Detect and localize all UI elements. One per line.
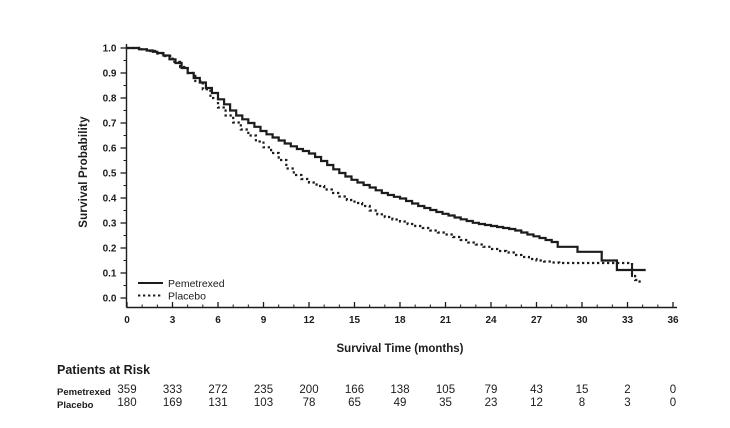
y-tick-label: 0.1 xyxy=(103,269,117,280)
risk-row-label-pemetrexed: Pemetrexed xyxy=(57,386,111,398)
risk-count: 105 xyxy=(435,384,456,396)
risk-count: 166 xyxy=(344,384,365,396)
x-tick-label: 18 xyxy=(394,315,406,326)
risk-count: 15 xyxy=(575,384,589,396)
risk-row-label-placebo: Placebo xyxy=(57,399,94,411)
x-tick-label: 36 xyxy=(667,315,679,326)
x-tick-label: 21 xyxy=(440,315,452,326)
legend-label-placebo: Placebo xyxy=(168,290,206,302)
x-tick-label: 15 xyxy=(349,315,361,326)
risk-count: 131 xyxy=(208,397,228,409)
y-axis-title: Survival Probability xyxy=(78,116,90,228)
risk-count: 43 xyxy=(530,384,543,396)
y-tick-label: 0.7 xyxy=(103,119,117,130)
survival-curve-placebo xyxy=(127,46,641,284)
risk-count: 12 xyxy=(530,397,543,409)
risk-count: 79 xyxy=(484,384,498,396)
risk-table-title: Patients at Risk xyxy=(57,363,151,377)
risk-count: 78 xyxy=(302,397,316,409)
x-tick-label: 27 xyxy=(531,315,543,326)
x-tick-label: 0 xyxy=(124,315,130,326)
x-tick-label: 9 xyxy=(261,315,267,326)
risk-count: 138 xyxy=(390,384,410,396)
x-tick-label: 6 xyxy=(215,315,221,326)
risk-count: 8 xyxy=(578,397,586,409)
risk-count: 2 xyxy=(624,384,631,396)
y-tick-label: 1.0 xyxy=(103,44,117,55)
x-tick-label: 30 xyxy=(576,315,588,326)
risk-count: 65 xyxy=(348,397,361,409)
y-tick-label: 0.8 xyxy=(103,94,117,105)
y-tick-label: 0.2 xyxy=(103,244,117,255)
y-tick-label: 0.0 xyxy=(103,294,117,305)
risk-count: 180 xyxy=(117,397,137,409)
x-tick-label: 12 xyxy=(303,315,315,326)
risk-count: 333 xyxy=(162,384,183,396)
x-tick-label: 24 xyxy=(485,315,497,326)
y-tick-label: 0.4 xyxy=(103,194,117,205)
risk-count: 169 xyxy=(162,397,183,409)
y-tick-label: 0.9 xyxy=(103,69,117,80)
risk-count: 103 xyxy=(253,397,274,409)
risk-count: 35 xyxy=(439,397,452,409)
y-tick-label: 0.6 xyxy=(103,144,117,155)
legend-label-pemetrexed: Pemetrexed xyxy=(168,278,225,290)
y-tick-label: 0.5 xyxy=(103,169,117,180)
risk-count: 3 xyxy=(624,397,631,409)
risk-count: 272 xyxy=(208,384,228,396)
y-tick-label: 0.3 xyxy=(103,219,117,230)
risk-count: 235 xyxy=(253,384,274,396)
x-axis-title: Survival Time (months) xyxy=(336,343,464,355)
survival-curve-pemetrexed xyxy=(127,46,646,272)
risk-count: 0 xyxy=(669,384,677,396)
risk-count: 49 xyxy=(393,397,407,409)
x-tick-label: 3 xyxy=(170,315,176,326)
risk-count: 200 xyxy=(299,384,319,396)
x-tick-label: 33 xyxy=(622,315,634,326)
risk-count: 359 xyxy=(117,384,137,396)
risk-count: 23 xyxy=(484,397,498,409)
risk-count: 0 xyxy=(669,397,677,409)
